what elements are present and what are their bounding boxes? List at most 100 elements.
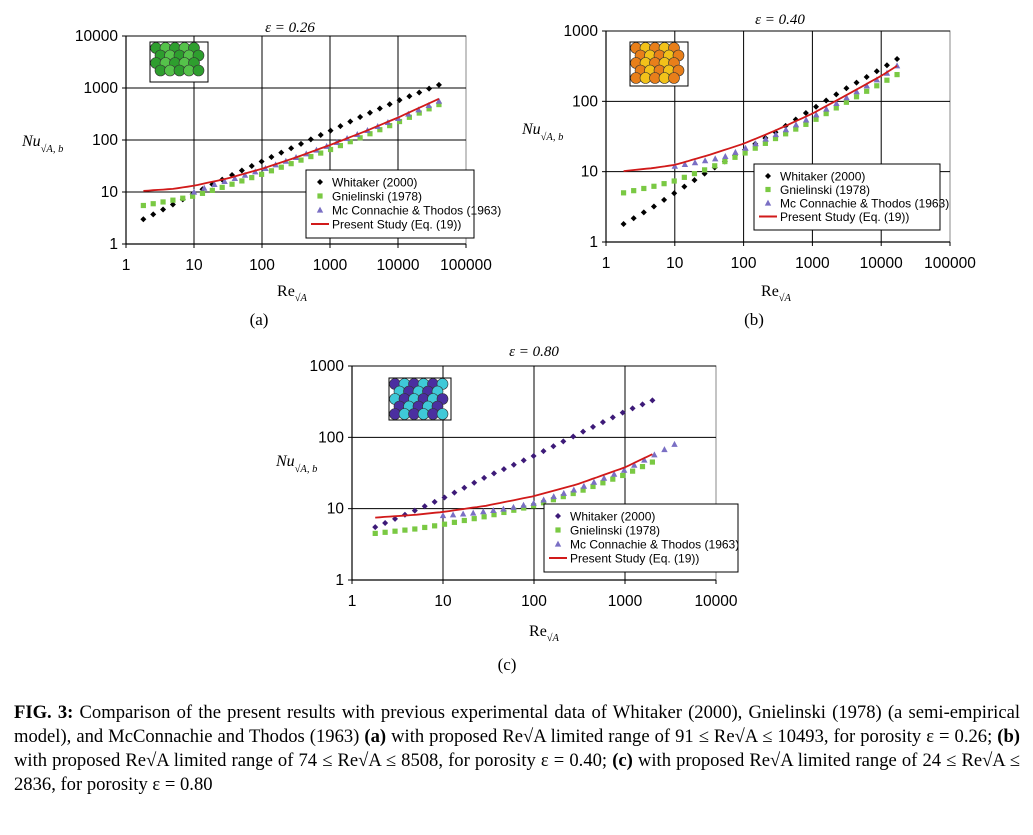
data-point: [416, 110, 422, 116]
data-point: [511, 507, 517, 513]
panel-label: (c): [498, 655, 517, 674]
data-point: [436, 101, 442, 108]
data-point: [169, 201, 176, 208]
data-point: [629, 405, 636, 412]
chart-title: ε = 0.40: [755, 12, 805, 28]
data-point: [803, 121, 809, 127]
data-point: [651, 451, 658, 458]
data-point: [742, 150, 748, 156]
data-point: [792, 121, 800, 128]
x-tick-label: 1: [122, 257, 131, 274]
data-point: [327, 127, 334, 134]
data-point: [451, 519, 458, 525]
legend-label: Gnielinski (1978): [570, 524, 660, 538]
y-tick-label: 100: [92, 132, 118, 149]
data-point: [425, 102, 432, 109]
data-point: [416, 89, 423, 96]
data-point: [540, 448, 547, 455]
data-point: [180, 195, 186, 201]
data-point: [392, 528, 398, 534]
data-point: [813, 111, 820, 118]
data-point: [742, 144, 749, 151]
x-tick-label: 100: [521, 593, 547, 610]
y-tick-label: 1: [335, 572, 344, 589]
series-gnielinski-1978: [372, 459, 655, 537]
data-point: [357, 114, 364, 121]
data-point: [823, 97, 830, 104]
data-point: [641, 185, 647, 192]
data-point: [459, 510, 467, 517]
legend-box: [543, 503, 739, 573]
panel-label: (b): [744, 310, 764, 329]
series-present-study-eq-19: [143, 97, 440, 192]
x-axis-label: Re√A: [761, 283, 792, 304]
data-point: [793, 126, 799, 132]
data-point: [833, 105, 839, 111]
data-point: [268, 154, 275, 161]
data-point: [382, 529, 388, 535]
data-point: [402, 527, 408, 533]
legend-label: Gnielinski (1978): [332, 190, 422, 204]
x-tick-label: 10: [185, 257, 203, 274]
data-point: [813, 116, 819, 122]
data-point: [221, 177, 228, 184]
data-point: [600, 480, 606, 486]
legend: Whitaker (2000)Gnielinski (1978)Mc Conna…: [753, 163, 949, 231]
series-gnielinski-1978: [620, 71, 900, 196]
data-point: [190, 193, 196, 199]
data-point: [599, 419, 606, 426]
caption-label-a: (a): [364, 726, 387, 747]
legend-marker: [765, 173, 771, 179]
data-point: [649, 459, 655, 465]
data-point: [372, 524, 379, 531]
y-tick-label: 10000: [75, 28, 118, 45]
data-point: [140, 202, 146, 209]
series-line: [623, 65, 898, 172]
data-point: [772, 135, 779, 142]
y-tick-label: 10: [327, 501, 345, 518]
data-point: [671, 440, 678, 447]
legend-box: [305, 169, 475, 239]
caption-text-c: with proposed Re√A limited range of 24 ≤…: [14, 750, 1021, 795]
data-point: [701, 157, 709, 164]
data-point: [681, 160, 689, 167]
data-point: [449, 511, 457, 518]
data-point: [619, 409, 626, 416]
data-point: [347, 118, 354, 125]
data-point: [894, 55, 901, 62]
data-point: [209, 187, 215, 193]
data-point: [461, 484, 468, 491]
chart-a: 1 10 100 1000 10000 100000 1 10 100 1000 10000 Whit…: [21, 20, 501, 329]
y-tick-label: 1000: [310, 358, 345, 375]
legend-label: Mc Connachie & Thodos (1963): [780, 197, 949, 211]
data-point: [190, 188, 198, 195]
data-point: [431, 498, 438, 505]
data-point: [772, 131, 780, 138]
y-tick-label: 1000: [564, 23, 599, 40]
data-point: [520, 457, 527, 464]
data-point: [560, 494, 566, 500]
data-point: [712, 155, 719, 162]
data-point: [823, 105, 830, 112]
data-point: [461, 517, 467, 524]
data-point: [288, 145, 295, 152]
data-point: [239, 178, 245, 184]
data-point: [481, 514, 487, 520]
data-point: [813, 103, 820, 110]
data-point: [268, 168, 275, 174]
caption-text: Comparison of the present results with p…: [14, 702, 1020, 747]
legend-label: Mc Connachie & Thodos (1963): [570, 538, 739, 552]
legend-box: [753, 163, 941, 231]
x-tick-label: 10: [666, 255, 684, 272]
data-point: [298, 140, 305, 147]
data-point: [490, 506, 497, 513]
data-point: [480, 508, 487, 515]
data-point: [590, 483, 596, 490]
data-point: [550, 497, 557, 503]
x-tick-label: 10000: [860, 255, 903, 272]
data-point: [802, 116, 810, 123]
data-point: [421, 503, 428, 510]
data-point: [681, 183, 688, 190]
legend-marker: [316, 206, 324, 213]
data-point: [249, 175, 255, 181]
